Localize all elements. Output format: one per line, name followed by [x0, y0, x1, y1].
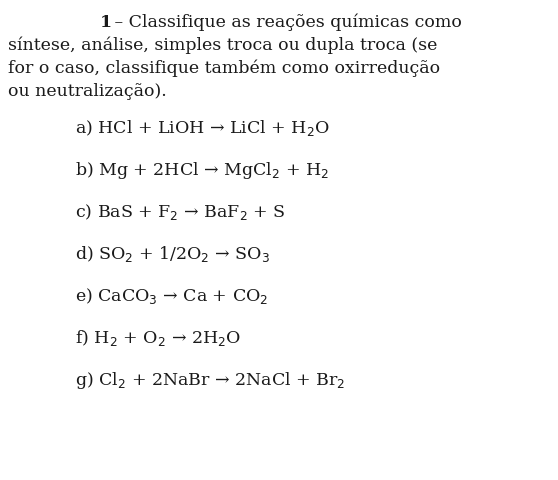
Text: ou neutralização).: ou neutralização). [8, 83, 167, 100]
Text: for o caso, classifique também como oxirredução: for o caso, classifique também como oxir… [8, 59, 440, 77]
Text: – Classifique as reações químicas como: – Classifique as reações químicas como [109, 13, 462, 31]
Text: c) BaS + F$_2$ → BaF$_2$ + S: c) BaS + F$_2$ → BaF$_2$ + S [75, 202, 286, 222]
Text: f) H$_2$ + O$_2$ → 2H$_2$O: f) H$_2$ + O$_2$ → 2H$_2$O [75, 327, 241, 348]
Text: 1: 1 [100, 13, 112, 31]
Text: e) CaCO$_3$ → Ca + CO$_2$: e) CaCO$_3$ → Ca + CO$_2$ [75, 286, 268, 305]
Text: g) Cl$_2$ + 2NaBr → 2NaCl + Br$_2$: g) Cl$_2$ + 2NaBr → 2NaCl + Br$_2$ [75, 369, 345, 390]
Text: síntese, análise, simples troca ou dupla troca (se: síntese, análise, simples troca ou dupla… [8, 36, 437, 54]
Text: a) HCl + LiOH → LiCl + H$_2$O: a) HCl + LiOH → LiCl + H$_2$O [75, 118, 330, 138]
Text: b) Mg + 2HCl → MgCl$_2$ + H$_2$: b) Mg + 2HCl → MgCl$_2$ + H$_2$ [75, 160, 329, 181]
Text: d) SO$_2$ + 1/2O$_2$ → SO$_3$: d) SO$_2$ + 1/2O$_2$ → SO$_3$ [75, 243, 270, 264]
